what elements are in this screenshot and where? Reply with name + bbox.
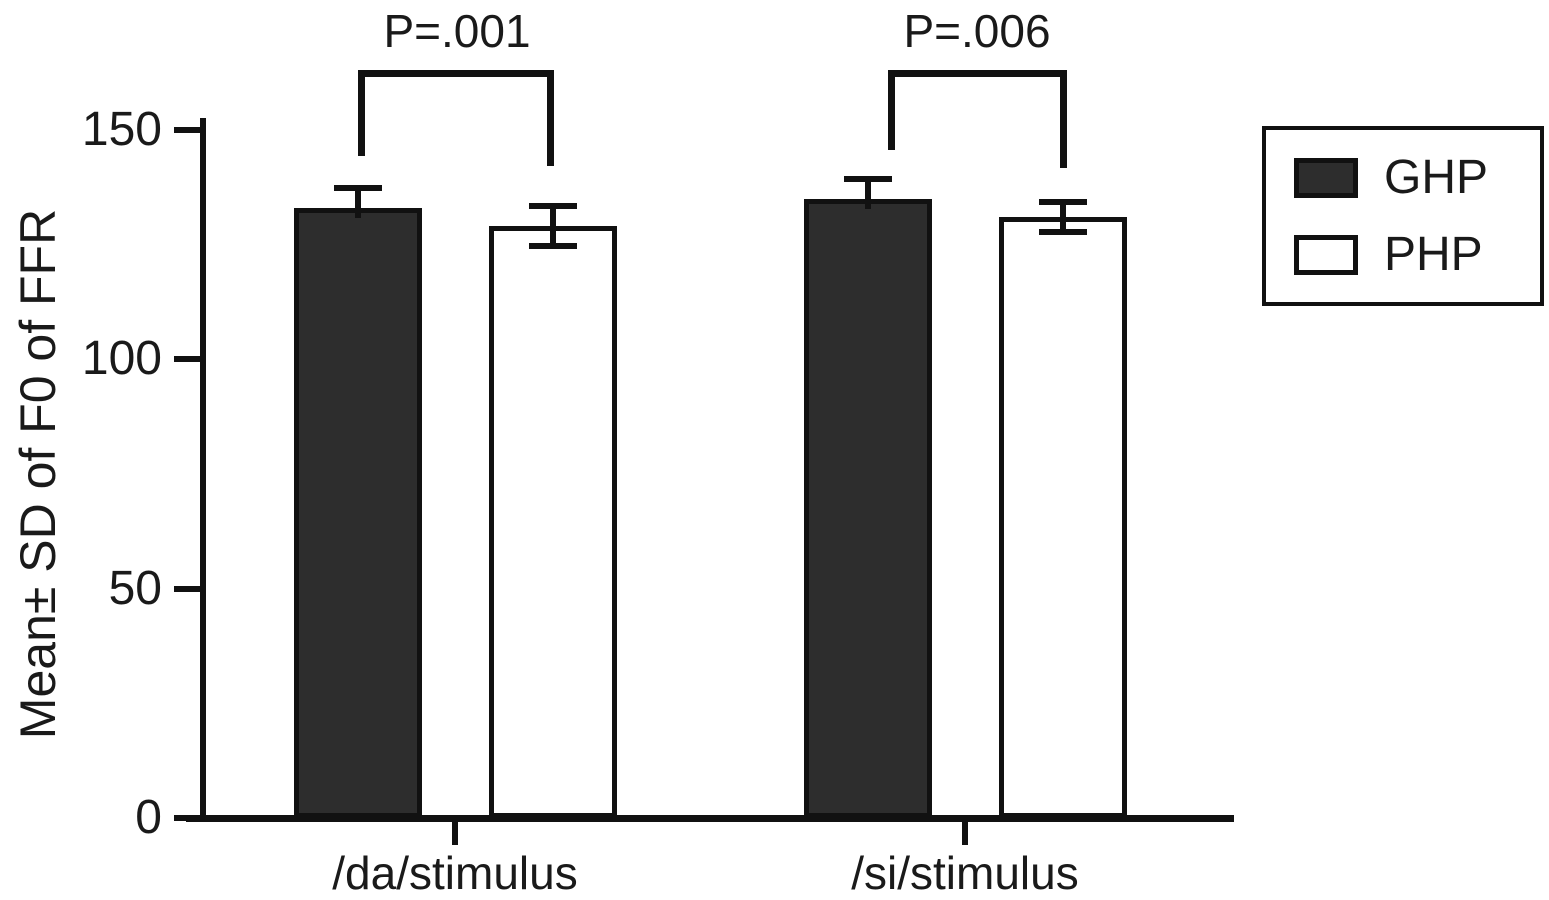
errorbar-ghp-da [334, 185, 382, 218]
y-tick-150 [174, 127, 201, 133]
errorbar-stem [1060, 198, 1066, 236]
errorbar-php-da [529, 203, 577, 250]
bar-ghp-da [294, 208, 422, 818]
x-axis-line [186, 815, 1234, 822]
bar-php-si [999, 217, 1127, 818]
errorbar-stem [355, 185, 361, 218]
errorbar-cap-bottom [529, 243, 577, 250]
p-value-si: P=.006 [903, 5, 1051, 57]
legend-label-php: PHP [1384, 228, 1483, 281]
legend-swatch-php [1294, 234, 1358, 275]
x-category-label-si: /si/stimulus [851, 847, 1079, 899]
errorbar-stem [865, 175, 871, 209]
bar-php-da [489, 226, 617, 818]
p-value-da: P=.001 [383, 5, 531, 57]
errorbar-ghp-si [844, 175, 892, 209]
x-tick-si [962, 821, 968, 845]
bracket-top [888, 70, 1067, 77]
legend-swatch-ghp [1294, 157, 1358, 198]
y-axis-title: Mean± SD of F0 of FFR [10, 208, 66, 740]
errorbar-php-si [1039, 198, 1087, 236]
legend-item-ghp: GHP [1294, 150, 1540, 205]
legend-label-ghp: GHP [1384, 151, 1489, 204]
y-tick-50 [174, 586, 201, 592]
bracket-top [358, 70, 554, 77]
x-category-label-da: /da/stimulus [332, 847, 578, 899]
bracket-right-leg [1060, 70, 1067, 168]
bracket-right-leg [547, 70, 554, 166]
y-tick-label-50: 50 [108, 562, 162, 615]
bracket-left-leg [888, 70, 895, 150]
y-tick-label-0: 0 [135, 791, 162, 844]
errorbar-stem [550, 203, 556, 250]
y-tick-100 [174, 356, 201, 362]
y-axis-line [200, 118, 206, 821]
y-tick-label-100: 100 [81, 332, 162, 385]
bracket-left-leg [358, 70, 365, 156]
y-tick-label-150: 150 [81, 103, 162, 156]
errorbar-cap-bottom [1039, 229, 1087, 236]
x-tick-da [452, 821, 458, 845]
bar-ghp-si [804, 198, 932, 818]
legend: GHP PHP [1262, 126, 1544, 306]
legend-item-php: PHP [1294, 227, 1540, 282]
